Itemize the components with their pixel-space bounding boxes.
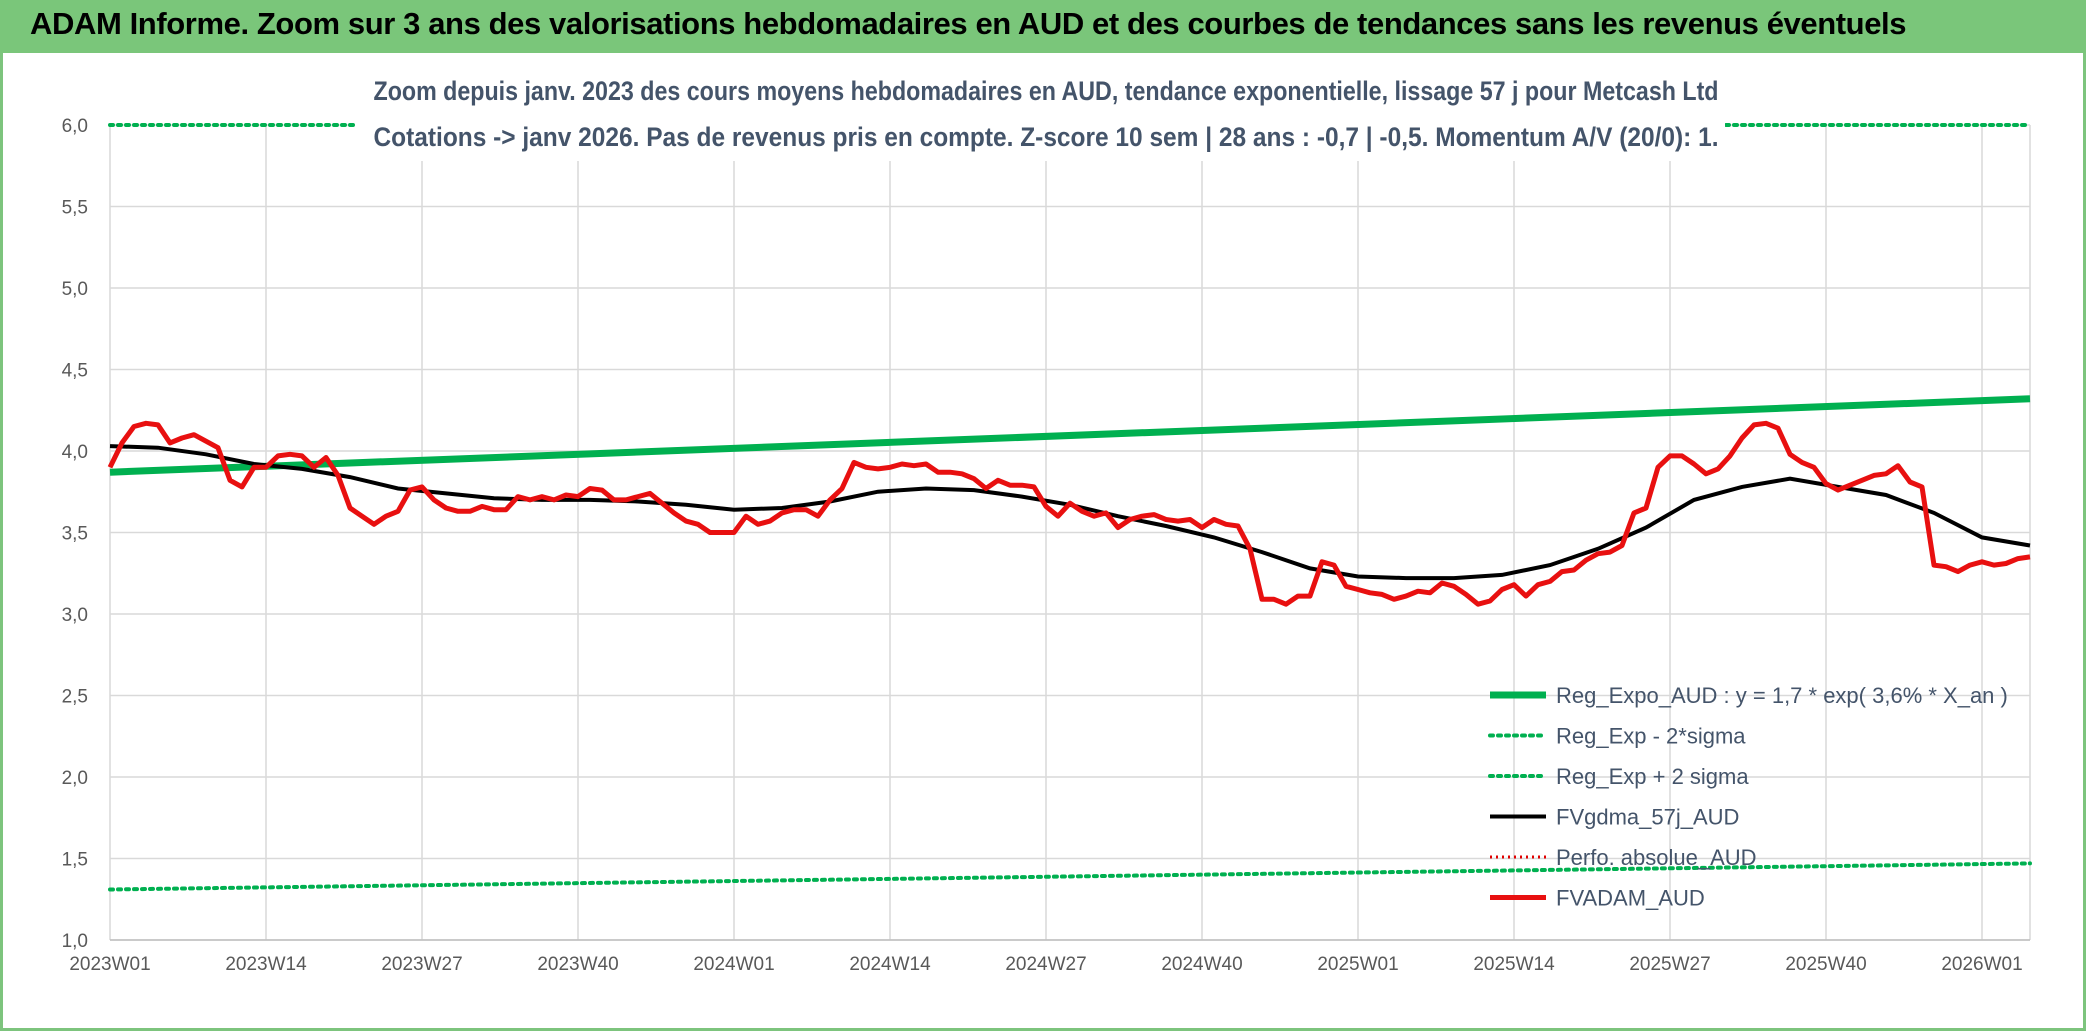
chart-title-line: Zoom depuis janv. 2023 des cours moyens … [374, 76, 1719, 106]
grid [109, 124, 2031, 941]
x-tick-label: 2025W14 [1473, 954, 1555, 975]
sigma-minus-line [108, 861, 2032, 892]
y-tick-label: 1,0 [62, 931, 88, 952]
x-tick-label: 2024W01 [693, 954, 774, 975]
x-tick-label: 2025W27 [1629, 954, 1710, 975]
page-title: ADAM Informe. Zoom sur 3 ans des valoris… [30, 6, 1907, 41]
x-tick-label: 2025W01 [1317, 954, 1398, 975]
x-tick-label: 2024W40 [1161, 954, 1242, 975]
axis-labels: 1,0 1,5 2,0 2,5 3,0 3,5 4,0 4,5 5,0 5,5 6,0 2023W01… [62, 116, 2023, 975]
x-tick-label: 2026W01 [1941, 954, 2022, 975]
x-tick-label: 2023W01 [69, 954, 150, 975]
x-tick-label: 2023W27 [381, 954, 462, 975]
y-tick-label: 3,0 [62, 605, 88, 626]
y-tick-label: 4,5 [62, 361, 88, 382]
reg-expo-line [109, 395, 2031, 476]
legend-label: FVADAM_AUD [1556, 886, 1705, 911]
legend-label: Reg_Expo_AUD : y = 1,7 * exp( 3,6% * X_a… [1556, 683, 2008, 708]
y-tick-label: 5,5 [62, 198, 88, 219]
y-tick-label: 3,5 [62, 524, 88, 545]
y-tick-label: 1,5 [62, 850, 88, 871]
x-tick-label: 2023W14 [225, 954, 307, 975]
fvadam-line [107, 420, 2031, 607]
x-tick-label: 2024W27 [1005, 954, 1086, 975]
x-tick-label: 2024W14 [849, 954, 931, 975]
y-tick-label: 2,0 [62, 768, 88, 789]
y-tick-label: 6,0 [62, 116, 88, 137]
y-tick-label: 4,0 [62, 442, 88, 463]
legend-label: FVgdma_57j_AUD [1556, 805, 1739, 830]
legend-label: Perfo. absolue_AUD [1556, 845, 1757, 870]
y-tick-label: 5,0 [62, 279, 88, 300]
chart-title-line: Cotations -> janv 2026. Pas de revenus p… [374, 122, 1719, 152]
chart: 1,0 1,5 2,0 2,5 3,0 3,5 4,0 4,5 5,0 5,5 6,0 2023W01… [62, 71, 2032, 975]
chart-title: Zoom depuis janv. 2023 des cours moyens … [355, 71, 1725, 161]
legend-label: Reg_Exp - 2*sigma [1556, 724, 1746, 749]
header-banner: ADAM Informe. Zoom sur 3 ans des valoris… [0, 0, 2086, 53]
legend-label: Reg_Exp + 2 sigma [1556, 764, 1749, 789]
y-tick-label: 2,5 [62, 687, 88, 708]
x-tick-label: 2025W40 [1785, 954, 1866, 975]
chart-title-background [355, 71, 1725, 161]
legend: Reg_Expo_AUD : y = 1,7 * exp( 3,6% * X_a… [1488, 683, 2008, 911]
x-tick-label: 2023W40 [537, 954, 618, 975]
